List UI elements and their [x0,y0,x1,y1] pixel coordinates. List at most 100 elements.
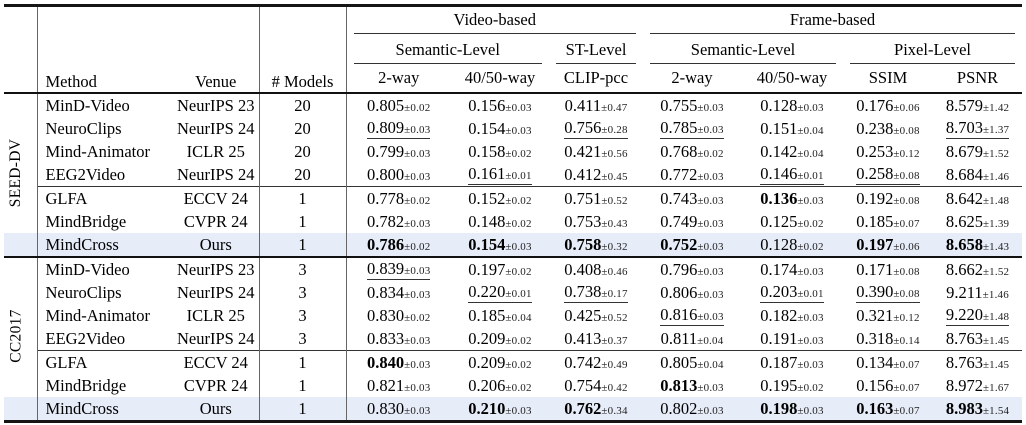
metric-std: ±1.67 [982,381,1010,394]
metric-value: 0.318±0.14 [856,329,920,348]
metric-value: 0.156±0.07 [856,375,919,395]
models-cell: 1 [258,350,347,374]
metric-cell: 0.158±0.02 [451,140,549,163]
table-body: MinD-Video NeurIPS 23 20 0.805±0.02 0.156±0.… [4,93,1023,422]
metric-std: ±0.49 [601,358,628,371]
metric-value: 0.821±0.03 [367,376,430,395]
method-cell: GLFA [37,186,173,210]
results-table: Method Venue # Models Video-based Frame-… [4,4,1023,423]
metric-mean: 0.785 [660,118,698,138]
metric-cell: 0.786±0.02 [346,233,451,257]
metric-value: 0.197±0.06 [856,235,919,254]
venue-cell: Ours [173,397,259,422]
metric-mean: 0.185 [856,211,894,231]
metric-std: ±0.37 [601,334,628,347]
metric-cell: 0.805±0.02 [346,93,451,117]
venue-cell: Ours [173,233,259,257]
models-cell: 1 [258,397,347,422]
metric-cell: 0.258±0.08 [843,163,933,187]
models-cell: 20 [258,163,347,187]
metric-mean: 0.805 [660,352,698,372]
metric-cell: 0.805±0.04 [643,350,742,374]
metric-std: ±1.43 [982,240,1010,253]
metric-cell: 8.642±1.48 [933,186,1023,210]
venue-cell: ICLR 25 [186,141,245,161]
metric-mean: 0.833 [367,328,405,348]
metric-cell: 9.220±1.48 [933,304,1022,327]
metric-mean: 0.786 [367,234,405,254]
metric-cell: 0.772±0.03 [643,163,741,187]
metric-std: ±0.02 [505,358,532,371]
metric-cell: 0.753±0.43 [549,210,643,233]
metric-mean: 8.972 [945,375,983,395]
metric-value: 0.195±0.02 [760,376,823,395]
col-group-frame-based: Frame-based [643,6,1022,34]
metric-std: ±0.03 [797,358,824,371]
metric-value: 0.206±0.02 [468,376,531,395]
metric-mean: 0.203 [760,282,798,302]
metric-mean: 0.755 [660,95,698,115]
col-header-clip-pcc: CLIP-pcc [549,64,644,94]
metric-cell: 0.125±0.02 [741,210,843,233]
metric-cell: 0.412±0.45 [549,163,643,187]
method-cell: MindBridge [45,211,127,231]
metric-value: 0.751±0.52 [564,189,627,208]
metric-std: ±0.03 [697,170,724,183]
metric-mean: 0.778 [367,188,405,208]
method-cell: Mind-Animator [45,305,151,325]
method-cell: MindBridge [45,375,127,395]
metric-mean: 0.209 [468,352,506,372]
metric-value: 0.209±0.02 [468,329,531,348]
section-gutter-cell [4,186,38,210]
metric-std: ±0.08 [893,288,920,301]
col-header-frame-4050way: 40/50-way [741,64,844,94]
metric-std: ±0.02 [505,194,532,207]
metric-cell: 0.802±0.03 [643,397,742,422]
metric-mean: 0.258 [856,164,894,184]
metric-mean: 8.763 [945,352,983,372]
metric-mean: 0.390 [856,282,894,302]
metric-std: ±0.03 [797,334,824,347]
table-row: Mind-Animator ICLR 25 3 0.830±0.02 0.185±0.0… [4,304,1022,327]
metric-value: 0.412±0.45 [564,165,627,184]
metric-cell: 0.756±0.28 [549,117,643,140]
metric-cell: 0.782±0.03 [346,210,451,233]
metric-cell: 0.151±0.04 [741,117,843,140]
metric-cell: 0.203±0.01 [741,281,843,304]
venue-cell: CVPR 24 [183,375,248,395]
metric-std: ±0.02 [404,311,431,324]
metric-cell: 0.163±0.07 [843,397,934,422]
table-row: MindCross Ours 1 0.830±0.03 0.210±0.03 0.762±… [4,397,1023,422]
metric-std: ±0.03 [697,101,724,114]
method-cell: MinD-Video [37,256,173,281]
metric-mean: 0.425 [564,305,602,325]
venue-cell: NeurIPS 23 [173,256,259,281]
venue-cell: NeurIPS 24 [177,328,255,348]
metric-std: ±0.08 [893,124,920,137]
metric-cell: 0.751±0.52 [549,186,644,210]
metric-value: 0.839±0.03 [367,260,431,280]
metric-mean: 0.134 [856,352,894,372]
metric-std: ±0.14 [893,334,920,347]
metric-value: 0.125±0.02 [760,212,823,231]
method-cell: MindCross [37,233,173,257]
metric-mean: 0.799 [367,141,405,161]
metric-std: ±0.03 [797,404,824,417]
metric-value: 0.754±0.42 [564,376,627,395]
metric-cell: 0.195±0.02 [741,374,843,397]
metric-cell: 0.128±0.03 [741,93,843,117]
metric-std: ±0.01 [505,170,532,183]
metric-std: ±0.01 [797,170,824,183]
section-gutter-cell [4,93,38,117]
metric-mean: 0.171 [856,259,894,279]
section-gutter-cell [4,374,38,397]
metric-cell: 8.684±1.46 [933,163,1022,187]
video-based-label: Video-based [353,10,637,34]
metric-mean: 0.156 [856,375,894,395]
metric-value: 0.809±0.03 [367,119,431,139]
venue-cell: NeurIPS 23 [177,95,255,115]
metric-std: ±0.12 [893,147,920,160]
metric-mean: 8.625 [945,211,983,231]
metric-mean: 0.210 [468,398,506,418]
metric-mean: 0.136 [760,188,798,208]
